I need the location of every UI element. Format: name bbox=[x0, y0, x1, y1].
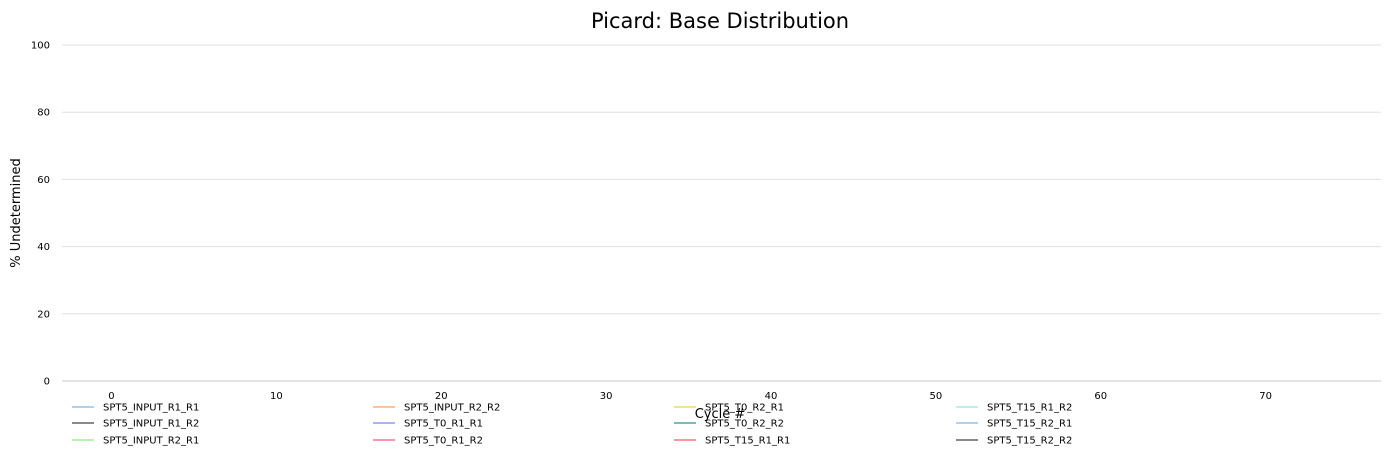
y-tick-label-3: 60 bbox=[37, 175, 50, 186]
x-tick-label-0: 0 bbox=[108, 391, 114, 402]
x-tick-label-2: 20 bbox=[435, 391, 448, 402]
legend-item-0: SPT5_INPUT_R1_R1 bbox=[72, 403, 199, 414]
legend-item-9: SPT5_T15_R1_R2 bbox=[956, 403, 1072, 414]
x-tick-label-3: 30 bbox=[600, 391, 613, 402]
legend-label-2: SPT5_INPUT_R2_R1 bbox=[103, 436, 199, 447]
legend-label-3: SPT5_INPUT_R2_R2 bbox=[404, 403, 500, 414]
grid-lines bbox=[62, 44, 1381, 382]
y-axis-label: % Undetermined bbox=[9, 158, 24, 267]
legend-label-10: SPT5_T15_R2_R1 bbox=[987, 419, 1072, 430]
y-tick-label-4: 80 bbox=[37, 108, 50, 119]
legend-item-11: SPT5_T15_R2_R2 bbox=[956, 436, 1072, 447]
legend-item-6: SPT5_T0_R2_R1 bbox=[674, 403, 784, 414]
legend: SPT5_INPUT_R1_R1 SPT5_INPUT_R1_R2 SPT5_INP… bbox=[72, 403, 1072, 447]
legend-label-5: SPT5_T0_R1_R2 bbox=[404, 436, 483, 447]
x-tick-label-4: 40 bbox=[765, 391, 778, 402]
x-tick-labels: 0 10 20 30 40 50 60 70 bbox=[108, 391, 1272, 402]
legend-label-6: SPT5_T0_R2_R1 bbox=[705, 403, 784, 414]
legend-item-2: SPT5_INPUT_R2_R1 bbox=[72, 436, 199, 447]
legend-item-1: SPT5_INPUT_R1_R2 bbox=[72, 419, 199, 430]
legend-item-4: SPT5_T0_R1_R1 bbox=[373, 419, 483, 430]
x-tick-label-1: 10 bbox=[270, 391, 283, 402]
y-tick-labels: 0 20 40 60 80 100 bbox=[31, 41, 50, 388]
legend-label-9: SPT5_T15_R1_R2 bbox=[987, 403, 1072, 414]
x-tick-label-6: 60 bbox=[1094, 391, 1107, 402]
legend-label-0: SPT5_INPUT_R1_R1 bbox=[103, 403, 199, 414]
y-tick-label-1: 20 bbox=[37, 309, 50, 320]
legend-item-3: SPT5_INPUT_R2_R2 bbox=[373, 403, 500, 414]
y-tick-label-5: 100 bbox=[31, 41, 50, 52]
legend-label-7: SPT5_T0_R2_R2 bbox=[705, 419, 784, 430]
x-tick-label-7: 70 bbox=[1259, 391, 1272, 402]
legend-item-10: SPT5_T15_R2_R1 bbox=[956, 419, 1072, 430]
legend-label-4: SPT5_T0_R1_R1 bbox=[404, 419, 483, 430]
legend-item-7: SPT5_T0_R2_R2 bbox=[674, 419, 784, 430]
legend-label-8: SPT5_T15_R1_R1 bbox=[705, 436, 790, 447]
y-tick-label-2: 40 bbox=[37, 242, 50, 253]
legend-item-5: SPT5_T0_R1_R2 bbox=[373, 436, 483, 447]
legend-label-11: SPT5_T15_R2_R2 bbox=[987, 436, 1072, 447]
y-tick-label-0: 0 bbox=[44, 377, 50, 388]
x-tick-label-5: 50 bbox=[929, 391, 942, 402]
legend-item-8: SPT5_T15_R1_R1 bbox=[674, 436, 790, 447]
legend-label-1: SPT5_INPUT_R1_R2 bbox=[103, 419, 199, 430]
x-axis-label: Cycle # bbox=[695, 407, 746, 422]
chart-title: Picard: Base Distribution bbox=[591, 9, 849, 33]
